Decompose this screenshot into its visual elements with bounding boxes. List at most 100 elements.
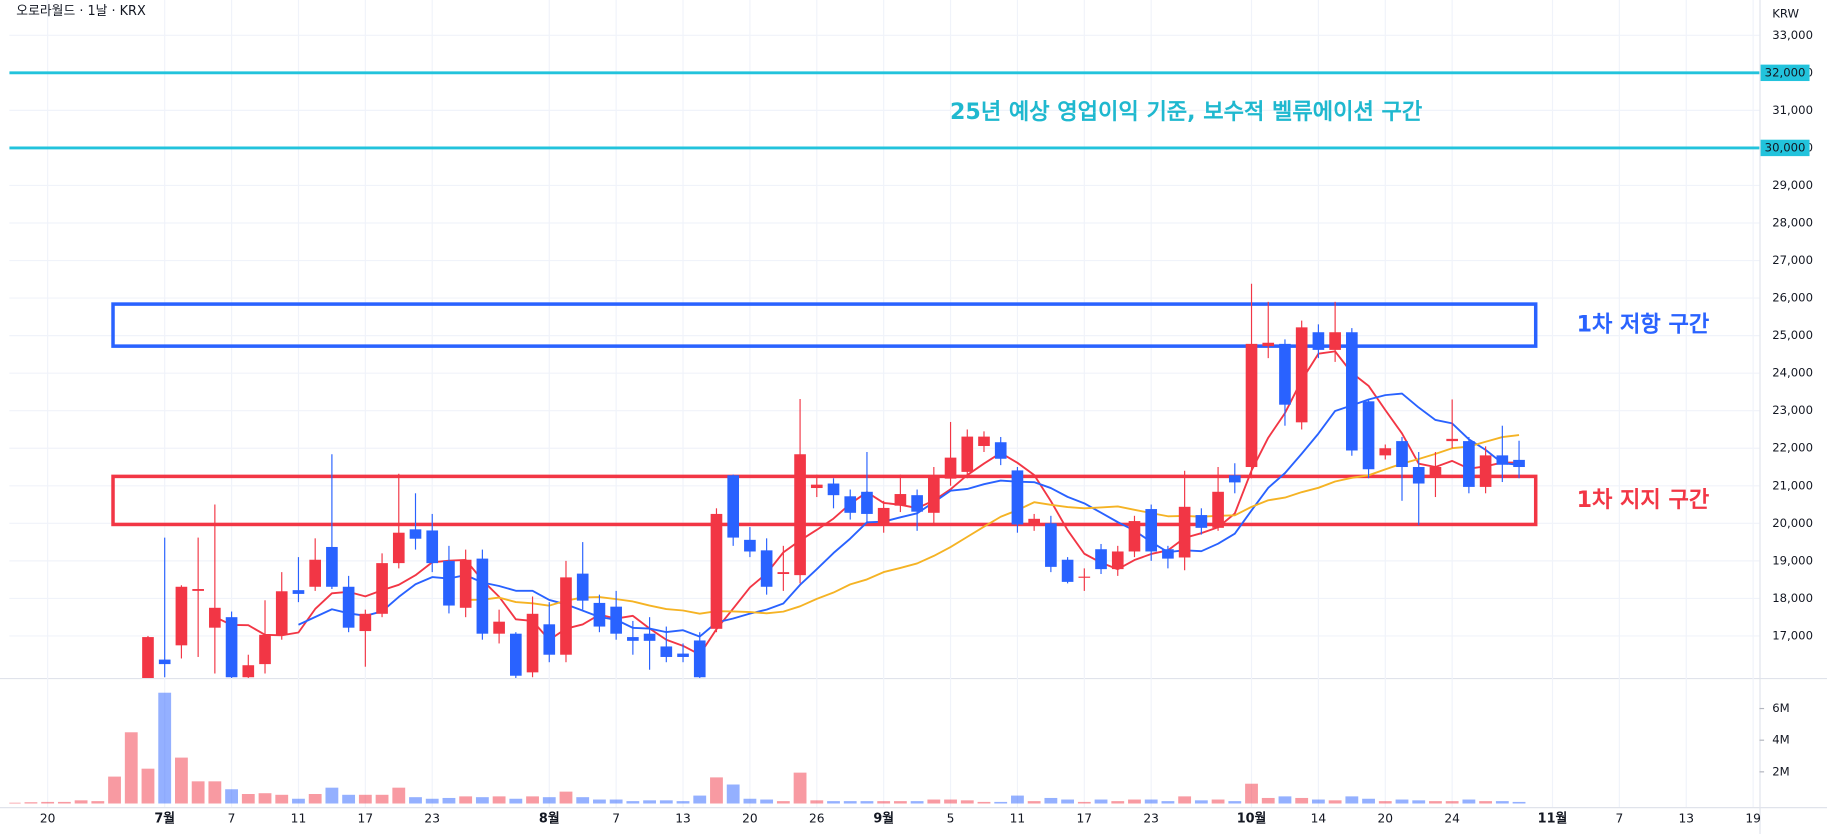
x-tick-label: 7 (612, 811, 620, 825)
volume-bar (9, 802, 21, 804)
volume-bar (693, 795, 707, 804)
candle-body (961, 436, 974, 472)
volume-bar (1044, 797, 1058, 804)
symbol-title: 오로라월드 · 1날 · KRX (16, 4, 146, 19)
volume-bar (141, 768, 155, 804)
candle-body (1262, 342, 1275, 347)
volume-bar (994, 801, 1008, 804)
level-label-box (1760, 64, 1810, 82)
candle-body (543, 624, 556, 655)
volume-bar (776, 801, 790, 804)
y-tick-label: 23,000 (1772, 403, 1813, 417)
volume-bar (1462, 799, 1476, 804)
volume-bar (1328, 800, 1342, 804)
candle-body (1496, 455, 1509, 465)
x-tick-label: 14 (1311, 811, 1327, 825)
volume-bar (910, 801, 924, 804)
x-tick-label: 17 (358, 811, 374, 825)
zone-label: 1차 지지 구간 (1577, 487, 1710, 513)
volume-bar (1128, 799, 1141, 804)
volume-bar (57, 801, 71, 804)
candle-body (209, 607, 221, 628)
volume-bar (1077, 801, 1091, 804)
volume-bar (1061, 799, 1075, 804)
volume-bar (559, 791, 573, 804)
candle-body (326, 546, 338, 587)
volume-bar (960, 800, 974, 804)
x-tick-label: 19 (1745, 811, 1761, 825)
volume-bar (843, 801, 857, 804)
candle-body (576, 573, 589, 601)
volume-tick-label: 4M (1772, 733, 1789, 747)
volume-bar (275, 794, 289, 804)
candle-body (610, 606, 622, 634)
candle-body (710, 513, 723, 629)
candle-body (1479, 455, 1492, 487)
volume-bar (676, 801, 690, 804)
candle-body (1312, 332, 1325, 350)
candle-body (1295, 327, 1308, 423)
volume-bar (726, 784, 740, 804)
x-tick-label: 7 (1615, 811, 1623, 825)
volume-bar (308, 794, 322, 804)
y-tick-label: 31,000 (1772, 103, 1813, 117)
y-tick-label: 24,000 (1772, 366, 1813, 380)
volume-bar (810, 800, 824, 804)
volume-bar (542, 797, 556, 804)
y-tick-label: 20,000 (1772, 516, 1813, 530)
candle-body (944, 457, 957, 479)
level-label: 32,000 (1765, 65, 1806, 79)
volume-bar (659, 800, 673, 804)
y-tick-label: 17,000 (1772, 628, 1813, 642)
x-tick-label: 5 (947, 811, 955, 825)
candle-body (1228, 475, 1241, 483)
volume-bar (225, 789, 238, 804)
y-tick-label: 22,000 (1772, 441, 1813, 455)
candle-body (928, 475, 940, 513)
zone-label: 1차 저항 구간 (1577, 312, 1710, 338)
x-tick-label: 11 (291, 811, 307, 825)
candle-body (409, 529, 422, 539)
candle-body (342, 586, 355, 628)
volume-bar (1011, 795, 1024, 804)
axes: 17,000 18,000 19,000 20,000 21,000 22,000 23,0… (40, 28, 1813, 827)
candle-body (1396, 441, 1408, 468)
volume-bar (375, 794, 389, 804)
moving-average-line (465, 434, 1520, 615)
candle-body (1279, 343, 1291, 405)
candle-body (1111, 551, 1124, 570)
volume-bar (74, 800, 88, 804)
volume-bar (41, 801, 55, 804)
x-tick-label: 17 (1077, 811, 1093, 825)
volume-bar (626, 801, 640, 804)
volume-bar (325, 787, 339, 804)
candle-body (1446, 438, 1458, 442)
candle-body (1379, 448, 1392, 456)
volume-bar (108, 776, 121, 804)
volume-bar (1362, 798, 1375, 804)
x-tick-label: 10월 (1237, 810, 1267, 826)
candle-body (1212, 491, 1224, 528)
volume-bar (1295, 797, 1309, 804)
candle-body (1329, 332, 1341, 350)
candle-body (677, 653, 689, 657)
volume-bar (1245, 783, 1258, 804)
volume-bar (492, 796, 506, 804)
candle-body (175, 586, 188, 646)
candle-body (1513, 459, 1525, 468)
y-tick-label: 18,000 (1772, 591, 1813, 605)
volume-bar (292, 798, 305, 804)
volume-bar (1211, 799, 1225, 804)
annotation: 25년 예상 영업이익 기준, 보수적 벨류에이션 구간 (950, 99, 1423, 125)
moving-average-line (298, 392, 1520, 638)
x-tick-label: 23 (424, 811, 440, 825)
candle-body (509, 633, 522, 676)
candle-body (1061, 559, 1074, 582)
y-tick-label: 33,000 (1772, 28, 1813, 42)
volume-bar (576, 797, 590, 804)
candle-body (744, 539, 756, 552)
volume-bar (1429, 801, 1442, 804)
volume-bar (509, 798, 523, 804)
volume-bar (1378, 801, 1392, 804)
candle-body (994, 442, 1007, 459)
